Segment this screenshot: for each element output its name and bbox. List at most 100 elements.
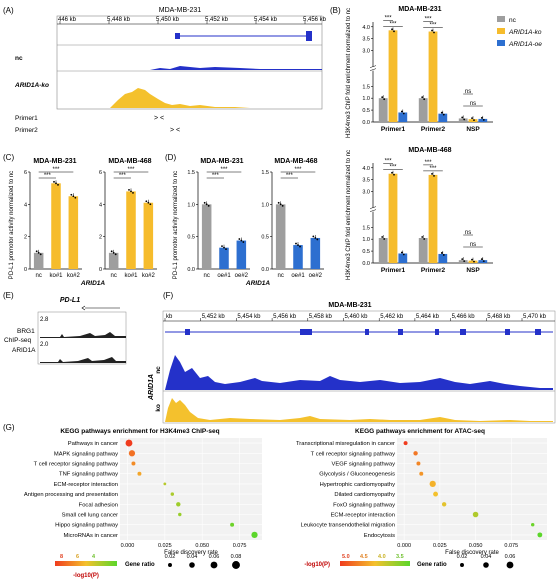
legend-label-oe: ARID1A-oe [508,41,542,48]
pathway-label: ECM-receptor interaction [331,513,395,519]
data-point [281,204,284,207]
data-point [473,119,475,122]
x-axis-label: False discovery rate [445,550,499,556]
data-point [433,175,435,177]
panel-f-gene-model [165,329,553,335]
panel-e-gene: PD-L1 [60,297,80,304]
color-tick-label: 8 [60,554,63,560]
y-tick-label: 0.5 [261,235,269,241]
panel-b-title-top: MDA-MB-231 [398,6,441,13]
track-arid1a-signal [40,357,126,363]
size-legend-label: 0.06 [505,554,516,560]
data-point [240,239,243,242]
y-tick-label: 1.5 [362,84,370,90]
data-point [442,113,445,116]
y-tick-label: 4.0 [362,166,370,172]
size-legend-label: 0.02 [165,554,176,560]
sig-label-ns: ns [465,230,471,236]
left-size-legend: 0.02 0.04 0.06 0.08 [165,554,241,569]
y-tick-label: 0 [24,267,27,273]
x-tick-label: 0.050 [195,543,209,549]
pathway-dot [416,461,421,466]
data-point [221,245,223,248]
y-tick-label: 6 [24,170,27,176]
panel-g-left-title: KEGG pathways enrichment for H3K4me3 ChI… [60,428,219,435]
x-tick-label: Primer2 [421,267,446,274]
chart-g-atac: 0.000 0.025 0.050 0.075 Transcriptional misr… [296,438,547,556]
sig-label-ns: ns [465,89,471,95]
track-scale-arid1a: 2.0 [40,342,49,348]
panel-c-title-1: MDA-MB-231 [33,158,76,165]
chart-c-mda-mb-468: 0 2 4 6 nc ko#1 ko#2 ****** [99,167,157,279]
bar [68,196,79,269]
legend-label-ko: ARID1A-ko [508,29,542,36]
sig-label: *** [52,167,60,173]
panel-d-group-label: ARID1A [245,280,271,287]
y-tick-label: 1.0 [187,202,195,208]
y-tick-label: 4 [24,202,27,208]
bar [428,174,438,263]
pathway-label: Endocytosis [364,533,395,539]
data-point [114,253,117,256]
panel-a-frame [56,15,323,110]
pathway-dot [429,480,436,488]
panel-f-frame [162,310,556,424]
y-tick-label: 1.5 [187,170,195,176]
data-point [442,254,445,256]
panel-a-title: MDA-MB-231 [159,7,202,14]
data-point [110,250,113,253]
pathway-dot [131,461,136,466]
chart-c-mda-mb-231: 0 2 4 6 nc ko#1 ko#2 ****** [24,167,82,279]
data-point [391,171,393,174]
bar [143,202,154,269]
data-point [421,236,424,238]
data-point [480,258,483,261]
legend-swatch-nc [497,16,505,22]
y-tick-label: 1.0 [362,237,370,243]
data-point [423,238,426,240]
pathway-label: Small cell lung cancer [62,513,118,519]
color-tick-label: 4.0 [378,554,386,560]
y-tick-label: 1.5 [362,225,370,231]
data-point [238,238,241,240]
x-tick-label: oe#2 [235,273,249,279]
track-brg1-signal [40,332,126,338]
panel-e-side-label: ChIP-seq [4,337,31,344]
y-tick-label: 0.0 [362,261,370,267]
pathway-dot [125,439,133,447]
panel-d-title-2: MDA-MB-468 [274,158,317,165]
data-point [381,236,384,238]
axis-break [370,207,376,212]
y-tick-label: 1.0 [261,202,269,208]
pathway-label: TNF signaling pathway [59,472,118,478]
data-point [461,116,464,119]
bar [398,253,408,263]
panel-b-ylabel-top: H3K4me3 ChIP fold enrichment normalized … [346,8,352,138]
bar [275,204,286,269]
data-point [383,98,386,101]
bar [478,260,488,263]
y-tick-label: 1.5 [261,170,269,176]
left-color-tick-labels: 8 6 4 [60,554,96,560]
data-point [57,183,59,186]
x-tick-label: nc [35,273,41,279]
y-tick-label: 0.0 [261,267,269,273]
data-point [482,260,485,263]
pathway-label: T cell receptor signaling pathway [34,462,118,468]
data-point [205,203,208,206]
data-point [463,118,466,121]
panel-c-ylabel: PD-L1 promotor activity normalized to nc [9,171,15,279]
data-point [53,180,55,183]
panel-f: MDA-MB-231 kb 5,452 kb 5,454 kb 5,456 kb 5,4… [148,302,556,424]
sig-label: *** [429,23,437,29]
pathway-label: FoxO signaling pathway [333,502,395,508]
chart-b-mda-mb-231: 0.00.51.01.53.03.54.0Primer1******Primer… [362,15,493,133]
data-point [299,245,301,248]
bar [468,260,478,263]
sig-label: *** [429,166,437,172]
data-point [473,260,475,263]
legend-swatch-oe [497,40,505,46]
data-point [440,111,443,114]
pathway-dot [433,491,438,497]
x-tick-label: Primer1 [381,126,406,133]
